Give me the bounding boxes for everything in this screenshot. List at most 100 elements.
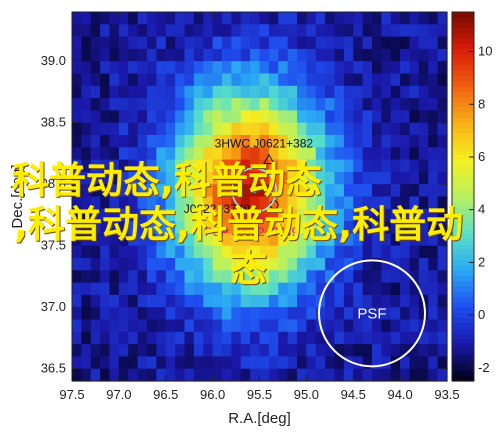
heatmap-cell (334, 270, 345, 284)
heatmap-cell (175, 233, 186, 247)
heatmap-cell (240, 85, 251, 99)
heatmap-cell (137, 294, 148, 308)
heatmap-cell (193, 258, 204, 271)
heatmap-cell (372, 110, 382, 124)
heatmap-cell (100, 159, 111, 173)
heatmap-cell (268, 122, 279, 136)
heatmap-cell (306, 61, 317, 75)
heatmap-cell (287, 258, 298, 271)
heatmap-cell (418, 171, 429, 185)
heatmap-cell (212, 98, 223, 111)
heatmap-cell (240, 122, 251, 136)
heatmap-cell (325, 294, 336, 308)
heatmap-cell (372, 233, 382, 247)
heatmap-cell (240, 171, 251, 185)
heatmap-cell (343, 12, 354, 25)
heatmap-cell (287, 147, 298, 161)
heatmap-cell (128, 368, 139, 382)
heatmap-cell (278, 270, 289, 284)
heatmap-cell (437, 73, 448, 87)
heatmap-cell (353, 73, 364, 87)
heatmap-cell (156, 258, 167, 271)
colorbar-segment (452, 85, 474, 92)
heatmap-cell (390, 147, 401, 161)
heatmap-cell (418, 233, 429, 247)
heatmap-cell (334, 48, 345, 62)
heatmap-cell (222, 221, 232, 234)
heatmap-cell (81, 294, 92, 308)
heatmap-cell (418, 356, 429, 370)
heatmap-cell (315, 12, 326, 25)
colorbar-segment (452, 175, 474, 182)
heatmap-cell (418, 98, 429, 111)
heatmap-cell (343, 319, 354, 333)
heatmap-cell (90, 98, 101, 111)
heatmap-cell (109, 368, 120, 382)
heatmap-cell (137, 98, 148, 111)
heatmap-cell (306, 48, 317, 62)
heatmap-cell (72, 61, 82, 75)
heatmap-cell (334, 36, 345, 50)
heatmap-cell (381, 233, 392, 247)
heatmap-cell (90, 122, 101, 136)
heatmap-cell (297, 135, 307, 148)
heatmap-cell (156, 368, 167, 382)
heatmap-cell (418, 122, 429, 136)
heatmap-cell (137, 368, 148, 382)
heatmap-cell (203, 36, 214, 50)
heatmap-cell (297, 122, 307, 136)
heatmap-cell (259, 356, 270, 370)
heatmap-cell (109, 331, 120, 345)
heatmap-cell (372, 184, 382, 198)
heatmap-cell (390, 98, 401, 111)
heatmap-cell (184, 307, 195, 321)
heatmap-cell (418, 36, 429, 50)
heatmap-cell (381, 85, 392, 99)
heatmap-cell (137, 61, 148, 75)
heatmap-cell (175, 344, 186, 357)
heatmap-cell (428, 61, 439, 75)
heatmap-cell (268, 110, 279, 124)
heatmap-cell (81, 184, 92, 198)
heatmap-cell (137, 307, 148, 321)
heatmap-cell (362, 331, 373, 345)
heatmap-cell (128, 61, 139, 75)
heatmap-cell (175, 48, 186, 62)
heatmap-cell (81, 85, 92, 99)
heatmap-cell (381, 319, 392, 333)
heatmap-cell (72, 135, 82, 148)
heatmap-cell (353, 331, 364, 345)
x-axis-ticks: 97.5 97.0 96.5 96.0 95.5 95.0 94.5 94.0 93.5 (59, 12, 460, 402)
heatmap-cell (193, 368, 204, 382)
colorbar-segment (452, 64, 474, 71)
heatmap-cell (165, 270, 176, 284)
heatmap-cell (156, 282, 167, 296)
heatmap-cell (165, 221, 176, 234)
heatmap-cell (165, 85, 176, 99)
heatmap-cell (231, 98, 242, 111)
heatmap-cell (278, 233, 289, 247)
heatmap-cell (128, 159, 139, 173)
colorbar-segment (452, 349, 474, 356)
heatmap-cell (390, 36, 401, 50)
heatmap-cell (325, 73, 336, 87)
heatmap-cell (81, 368, 92, 382)
heatmap-cell (268, 282, 279, 296)
heatmap-cell (118, 73, 129, 87)
heatmap-cell (362, 122, 373, 136)
heatmap-cell (418, 282, 429, 296)
heatmap-cell (184, 85, 195, 99)
heatmap-cell (231, 85, 242, 99)
heatmap-cell (203, 221, 214, 234)
heatmap-cell (287, 233, 298, 247)
heatmap-cell (287, 85, 298, 99)
heatmap-cell (193, 356, 204, 370)
heatmap-cell (222, 135, 232, 148)
heatmap-cell (409, 307, 420, 321)
colorbar-segment (452, 143, 474, 150)
heatmap-cell (278, 282, 289, 296)
heatmap-cell (118, 331, 129, 345)
heatmap-cell (372, 135, 382, 148)
heatmap-cell (428, 110, 439, 124)
heatmap-cell (137, 159, 148, 173)
